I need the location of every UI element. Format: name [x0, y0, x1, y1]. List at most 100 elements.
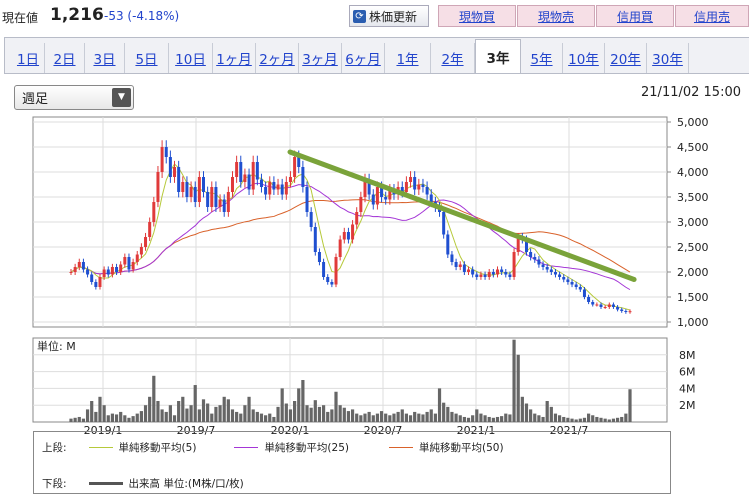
tab-15[interactable]: 20年	[605, 43, 647, 73]
timestamp: 21/11/02 15:00	[641, 85, 741, 100]
volume-bar	[330, 409, 334, 422]
volume-bar	[396, 411, 400, 422]
tab-9[interactable]: 6ヶ月	[342, 43, 385, 73]
volume-bar	[222, 396, 226, 422]
tab-14[interactable]: 10年	[563, 43, 605, 73]
legend-ma25: 単純移動平均(25)	[264, 442, 349, 454]
ma25-swatch	[234, 447, 259, 448]
volume-bar	[156, 401, 160, 422]
candle-body	[553, 272, 557, 275]
volume-bar	[164, 411, 168, 422]
volume-bar	[193, 385, 197, 422]
candle-body	[86, 269, 90, 275]
volume-bar	[458, 415, 462, 422]
candle-body	[293, 157, 297, 177]
tab-7[interactable]: 2ヶ月	[256, 43, 299, 73]
tab-2[interactable]: 2日	[45, 43, 85, 73]
candle-body	[218, 199, 222, 207]
candle-body	[177, 167, 181, 192]
tab-5[interactable]: 10日	[169, 43, 213, 73]
volume-bar	[607, 419, 611, 422]
candle-body	[148, 222, 152, 237]
volume-bar	[305, 405, 309, 422]
volume-bar	[599, 417, 603, 422]
candle-body	[479, 274, 483, 277]
volume-bar	[110, 413, 115, 422]
tab-16[interactable]: 30年	[647, 43, 689, 73]
volume-bar	[143, 405, 148, 422]
candle-body	[106, 269, 110, 275]
period-select[interactable]: 週足 ▼	[14, 85, 134, 110]
volume-bar	[226, 399, 230, 422]
volume-bar	[508, 414, 512, 422]
legend-upper: 上段: 単純移動平均(5) 単純移動平均(25) 単純移動平均(50)	[42, 440, 504, 455]
tab-13[interactable]: 5年	[521, 43, 563, 73]
x-tick-label: 2019/1	[84, 424, 123, 437]
candle-body	[487, 272, 491, 277]
tab-3[interactable]: 3日	[85, 43, 125, 73]
legend-ma5: 単純移動平均(5)	[118, 442, 197, 454]
candle-body	[222, 199, 226, 212]
candle-body	[545, 267, 549, 270]
candle-body	[475, 274, 479, 277]
price-tick-label: 2,500	[677, 241, 709, 254]
volume-bar	[500, 416, 504, 422]
candle-body	[409, 177, 413, 182]
trend-line	[287, 149, 637, 282]
cash-sell-button[interactable]: 現物売	[517, 5, 595, 27]
candle-body	[574, 284, 578, 287]
candle-body	[173, 167, 177, 177]
tab-4[interactable]: 5日	[125, 43, 169, 73]
volume-bar	[475, 409, 479, 422]
candle-body	[404, 182, 408, 192]
tab-1[interactable]: 1日	[12, 43, 45, 73]
volume-bar	[272, 416, 276, 422]
volume-bar	[94, 411, 98, 422]
volume-bar	[98, 396, 102, 422]
volume-bar	[437, 388, 442, 422]
top-bar: 現在値 1,216 -53 (-4.18%) ⟳ 株価更新 現物買 現物売 信用…	[0, 0, 749, 34]
volume-bar	[301, 380, 305, 422]
volume-bar	[611, 418, 616, 422]
volume-bar	[392, 413, 396, 422]
candle-body	[446, 234, 450, 255]
tab-6[interactable]: 1ヶ月	[213, 43, 256, 73]
candle-body	[243, 174, 247, 182]
volume-bar	[243, 405, 247, 422]
cash-buy-button[interactable]: 現物買	[438, 5, 516, 27]
candle-body	[462, 264, 466, 272]
volume-bar	[504, 413, 508, 422]
candle-body	[334, 257, 338, 285]
volume-bar	[408, 415, 413, 422]
volume-bar	[69, 418, 73, 422]
candle-body	[280, 184, 284, 195]
tab-11[interactable]: 2年	[431, 43, 475, 73]
volume-bar	[131, 416, 135, 422]
volume-bar	[388, 415, 392, 422]
candle-body	[235, 162, 239, 177]
volume-bar	[255, 411, 259, 422]
update-price-button[interactable]: ⟳ 株価更新	[349, 5, 429, 27]
candle-body	[413, 177, 417, 190]
candle-body	[164, 147, 168, 157]
x-tick-label: 2020/1	[271, 424, 310, 437]
price-tick-label: 3,500	[677, 191, 709, 204]
candle-body	[110, 267, 114, 275]
candle-body	[491, 272, 495, 275]
volume-bar	[595, 416, 599, 422]
margin-buy-button[interactable]: 信用買	[596, 5, 674, 27]
price-tick-label: 3,000	[677, 216, 709, 229]
candle-body	[73, 267, 77, 272]
tab-8[interactable]: 3ヶ月	[299, 43, 342, 73]
volume-tick-label: 2M	[679, 399, 696, 412]
volume-bar	[85, 409, 90, 422]
volume-bar	[334, 391, 338, 422]
tab-12[interactable]: 3年	[475, 39, 521, 73]
tab-10[interactable]: 1年	[385, 43, 431, 73]
volume-bar	[172, 415, 177, 422]
candle-body	[305, 187, 309, 212]
volume-bar	[574, 419, 578, 422]
candle-body	[135, 254, 139, 262]
margin-sell-button[interactable]: 信用売	[675, 5, 749, 27]
price-tick-label: 2,000	[677, 266, 709, 279]
